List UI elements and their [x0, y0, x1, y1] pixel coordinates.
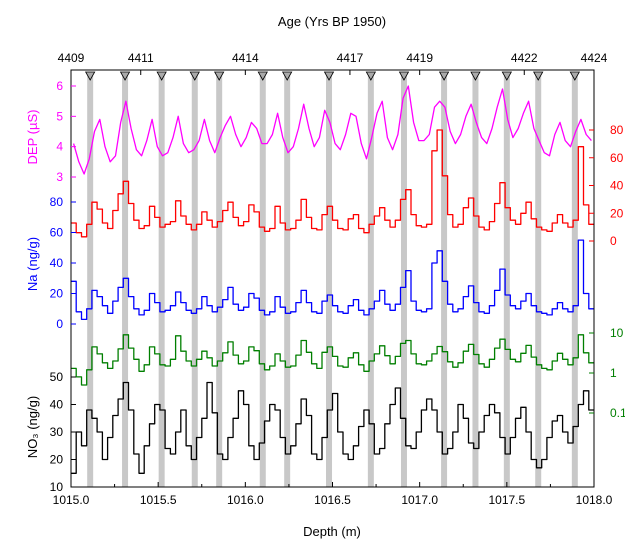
top-axis-title: Age (Yrs BP 1950) — [278, 14, 386, 29]
top-tick-label: 4411 — [128, 51, 154, 65]
na-tick-label: 0 — [56, 317, 63, 331]
marker-triangle — [213, 71, 225, 81]
na-tick-label: 20 — [50, 287, 64, 301]
top-tick-label: 4409 — [58, 51, 85, 65]
marker-band — [259, 76, 266, 487]
top-tick-label: 4422 — [511, 51, 538, 65]
x-axis-title: Depth (m) — [303, 524, 361, 539]
axes: 1015.0 1015.5 1016.0 1016.5 1017.0 1017.5 1018… — [50, 51, 625, 507]
top-tick-label: 4419 — [406, 51, 433, 65]
marker-triangle — [438, 71, 450, 81]
x-tick-label: 1016.5 — [314, 493, 351, 507]
marker-triangle — [281, 71, 293, 81]
marker-triangle — [84, 71, 96, 81]
no3-tick-label: 10 — [50, 480, 64, 494]
marker-band — [571, 76, 578, 487]
green-tick-label: 0.1 — [610, 406, 625, 420]
marker-triangle — [323, 71, 335, 81]
marker-triangle — [533, 71, 544, 81]
red-tick-label: 20 — [610, 206, 624, 220]
marker-band — [122, 76, 129, 487]
red-tick-label: 60 — [610, 151, 624, 165]
na-tick-label: 60 — [50, 226, 64, 240]
top-tick-label: 4417 — [337, 51, 364, 65]
x-tick-label: 1018.0 — [576, 493, 613, 507]
marker-band — [503, 76, 510, 487]
marker-triangle — [501, 71, 513, 81]
dep-tick-label: 6 — [56, 79, 63, 93]
marker-band — [158, 76, 165, 487]
marker-triangle — [189, 71, 200, 81]
series-line-no3 — [71, 381, 594, 474]
marker-triangle — [398, 71, 410, 81]
na-tick-label: 80 — [50, 195, 64, 209]
series-line-green — [71, 334, 594, 386]
no3-tick-label: 50 — [50, 370, 64, 384]
marker-triangle — [569, 71, 581, 81]
marker-band — [472, 76, 479, 487]
no3-tick-label: 30 — [50, 425, 64, 439]
red-tick-label: 40 — [610, 179, 624, 193]
no3-tick-label: 40 — [50, 398, 64, 412]
marker-band — [87, 76, 94, 487]
green-tick-label: 1 — [610, 366, 617, 380]
na-tick-label: 40 — [50, 256, 64, 270]
dep-axis-title: DEP (µS) — [25, 110, 40, 165]
dep-tick-label: 4 — [56, 140, 63, 154]
series-line-dep — [72, 85, 592, 175]
x-tick-label: 1017.5 — [488, 493, 525, 507]
series-lines — [71, 85, 594, 474]
dep-tick-label: 3 — [56, 170, 63, 184]
marker-triangle — [119, 71, 131, 81]
marker-band — [191, 76, 198, 487]
series-line-red — [71, 129, 594, 238]
x-tick-label: 1017.0 — [401, 493, 438, 507]
top-tick-label: 4414 — [232, 51, 259, 65]
marker-band — [216, 76, 223, 487]
marker-band — [284, 76, 291, 487]
marker-triangle — [470, 71, 481, 81]
marker-band — [535, 76, 542, 487]
series-line-na — [71, 239, 594, 321]
marker-band — [367, 76, 374, 487]
marker-triangle — [365, 71, 377, 81]
marker-triangle — [156, 71, 167, 81]
x-tick-label: 1015.0 — [53, 493, 90, 507]
na-axis-title: Na (ng/g) — [25, 237, 40, 291]
marker-triangle — [257, 71, 268, 81]
marker-band — [400, 76, 407, 487]
x-tick-label: 1016.0 — [227, 493, 264, 507]
red-tick-label: 80 — [610, 123, 624, 137]
no3-tick-label: 20 — [50, 453, 64, 467]
red-tick-label: 0 — [610, 234, 617, 248]
top-tick-label: 4424 — [581, 51, 608, 65]
marker-band — [326, 76, 333, 487]
no3-axis-title: NO₃ (ng/g) — [25, 396, 40, 458]
green-tick-label: 10 — [610, 326, 624, 340]
x-tick-label: 1015.5 — [140, 493, 177, 507]
dep-tick-label: 5 — [56, 109, 63, 123]
